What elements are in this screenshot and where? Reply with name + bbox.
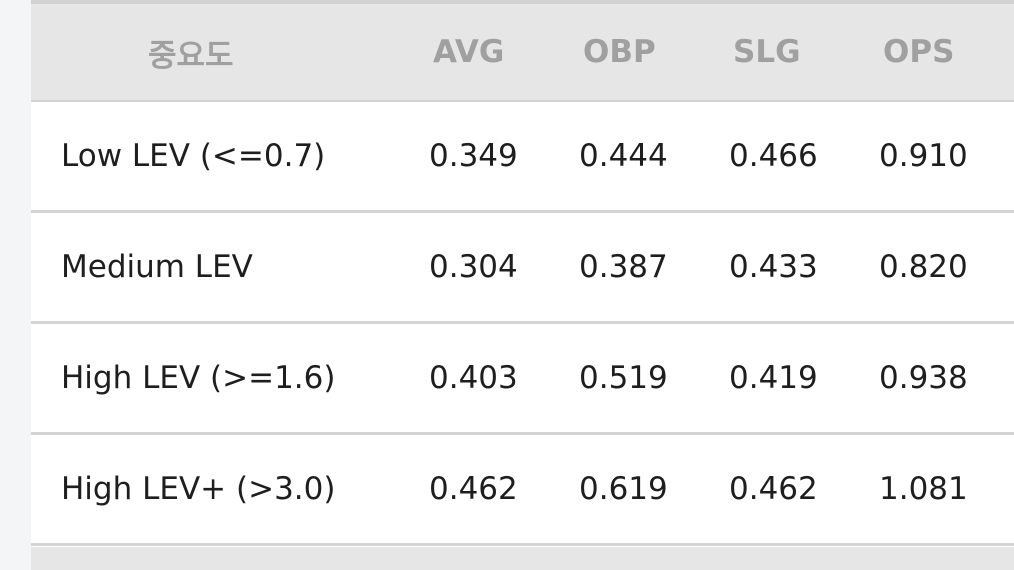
avg-cell: 0.403 bbox=[396, 322, 546, 435]
slg-cell: 0.433 bbox=[696, 211, 846, 324]
ops-cell: 0.820 bbox=[846, 211, 1014, 324]
row-label: High LEV (>=1.6) bbox=[31, 322, 396, 435]
column-header-avg: AVG bbox=[396, 0, 546, 102]
column-header-slg: SLG bbox=[696, 0, 846, 102]
table-footer-strip bbox=[31, 547, 1014, 570]
table-header: 중요도 AVG OBP SLG OPS bbox=[31, 0, 1014, 102]
column-header-importance: 중요도 bbox=[31, 0, 396, 102]
row-label: Medium LEV bbox=[31, 211, 396, 324]
ops-cell: 0.938 bbox=[846, 322, 1014, 435]
obp-cell: 0.387 bbox=[546, 211, 696, 324]
row-label: High LEV+ (>3.0) bbox=[31, 433, 396, 546]
obp-cell: 0.619 bbox=[546, 433, 696, 546]
column-header-ops: OPS bbox=[846, 0, 1014, 102]
table-row: Medium LEV 0.304 0.387 0.433 0.820 bbox=[31, 211, 1014, 324]
obp-cell: 0.519 bbox=[546, 322, 696, 435]
header-row: 중요도 AVG OBP SLG OPS bbox=[31, 0, 1014, 102]
column-header-obp: OBP bbox=[546, 0, 696, 102]
obp-cell: 0.444 bbox=[546, 101, 696, 213]
avg-cell: 0.349 bbox=[396, 101, 546, 213]
avg-cell: 0.304 bbox=[396, 211, 546, 324]
leverage-stats-table-container: 중요도 AVG OBP SLG OPS Low LEV (<=0.7) 0.34… bbox=[31, 0, 1014, 570]
table-row: High LEV (>=1.6) 0.403 0.519 0.419 0.938 bbox=[31, 322, 1014, 435]
slg-cell: 0.462 bbox=[696, 433, 846, 546]
table-row: High LEV+ (>3.0) 0.462 0.619 0.462 1.081 bbox=[31, 433, 1014, 546]
left-gutter bbox=[0, 0, 31, 570]
avg-cell: 0.462 bbox=[396, 433, 546, 546]
table-body: Low LEV (<=0.7) 0.349 0.444 0.466 0.910 … bbox=[31, 101, 1014, 546]
leverage-stats-table: 중요도 AVG OBP SLG OPS Low LEV (<=0.7) 0.34… bbox=[31, 0, 1014, 546]
table-row: Low LEV (<=0.7) 0.349 0.444 0.466 0.910 bbox=[31, 101, 1014, 213]
ops-cell: 1.081 bbox=[846, 433, 1014, 546]
row-label: Low LEV (<=0.7) bbox=[31, 101, 396, 213]
slg-cell: 0.419 bbox=[696, 322, 846, 435]
slg-cell: 0.466 bbox=[696, 101, 846, 213]
ops-cell: 0.910 bbox=[846, 101, 1014, 213]
